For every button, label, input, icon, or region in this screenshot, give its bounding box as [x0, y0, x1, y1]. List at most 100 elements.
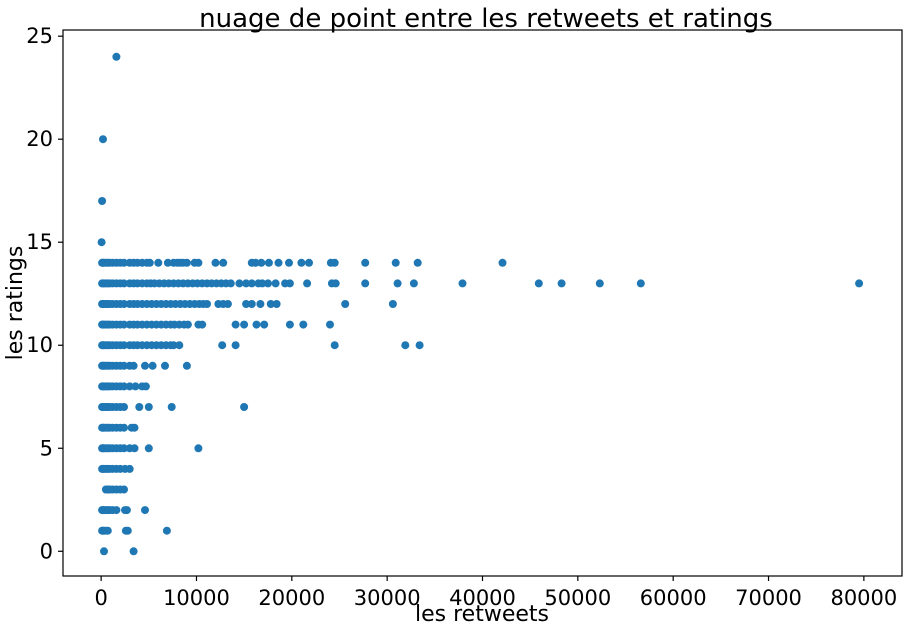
data-point: [247, 279, 256, 288]
data-point: [297, 258, 306, 267]
data-point: [182, 258, 191, 267]
data-point: [125, 464, 134, 473]
data-point: [458, 279, 467, 288]
data-point: [120, 300, 128, 308]
data-point: [247, 300, 256, 308]
data-point: [161, 361, 169, 370]
x-tick-label: 70000: [735, 586, 802, 610]
data-point: [120, 279, 128, 288]
data-point: [169, 341, 178, 350]
data-point: [242, 300, 251, 308]
data-point: [534, 279, 543, 288]
x-axis-label: les retweets: [415, 602, 549, 627]
data-point: [125, 382, 134, 391]
data-point: [361, 279, 370, 288]
data-point: [120, 485, 128, 494]
data-point: [256, 300, 265, 308]
data-point: [219, 258, 228, 267]
data-point: [135, 403, 144, 411]
data-point: [120, 403, 128, 411]
x-tick-label: 60000: [640, 586, 707, 610]
data-point: [258, 279, 267, 288]
data-point: [285, 258, 293, 267]
data-point: [120, 444, 128, 453]
data-points: [97, 52, 864, 556]
data-point: [98, 197, 107, 205]
data-point: [326, 320, 334, 329]
data-point: [148, 361, 157, 370]
data-point: [557, 279, 566, 288]
data-point: [285, 279, 294, 288]
data-point: [203, 300, 211, 308]
y-tick-label: 10: [26, 333, 53, 357]
data-point: [393, 279, 402, 288]
data-point: [636, 279, 645, 288]
data-point: [130, 423, 139, 432]
data-point: [330, 341, 339, 350]
data-point: [595, 279, 604, 288]
data-point: [330, 258, 339, 267]
data-point: [145, 258, 154, 267]
y-tick-label: 5: [40, 436, 53, 460]
data-point: [144, 403, 153, 411]
x-tick-label: 40000: [449, 586, 516, 610]
data-point: [240, 320, 249, 329]
data-point: [120, 423, 128, 432]
data-point: [103, 526, 112, 535]
data-point: [264, 279, 272, 288]
data-point: [242, 279, 251, 288]
data-point: [141, 382, 150, 391]
data-point: [391, 258, 400, 267]
data-point: [120, 382, 128, 391]
x-tick-label: 0: [94, 586, 107, 610]
data-point: [388, 300, 397, 308]
y-tick-label: 25: [26, 24, 53, 48]
data-point: [120, 320, 128, 329]
data-point: [194, 444, 203, 453]
data-point: [415, 341, 424, 350]
data-point: [271, 279, 280, 288]
data-point: [240, 403, 249, 411]
data-point: [129, 361, 138, 370]
data-point: [231, 341, 240, 350]
data-point: [131, 382, 140, 391]
data-point: [303, 279, 312, 288]
x-tick-label: 20000: [258, 586, 325, 610]
data-point: [183, 320, 192, 329]
data-point: [112, 52, 121, 61]
data-point: [409, 279, 418, 288]
data-point: [182, 361, 191, 370]
data-point: [99, 135, 107, 144]
data-point: [120, 258, 128, 267]
data-point: [331, 279, 340, 288]
data-point: [223, 300, 232, 308]
y-axis-label: les ratings: [3, 246, 28, 361]
data-point: [251, 258, 260, 267]
data-point: [272, 300, 281, 308]
data-point: [218, 341, 227, 350]
data-point: [260, 320, 269, 329]
data-point: [167, 403, 176, 411]
data-point: [266, 300, 275, 308]
data-point: [175, 341, 184, 350]
data-point: [154, 258, 163, 267]
x-tick-label: 30000: [354, 586, 421, 610]
y-tick-label: 0: [40, 539, 53, 563]
data-point: [341, 300, 350, 308]
data-point: [252, 320, 261, 329]
data-point: [141, 506, 149, 515]
data-point: [305, 258, 313, 267]
data-point: [257, 258, 266, 267]
data-point: [141, 361, 149, 370]
data-point: [120, 361, 128, 370]
data-point: [120, 341, 128, 350]
x-tick-label: 80000: [830, 586, 897, 610]
data-point: [194, 258, 203, 267]
y-tick-label: 15: [26, 230, 53, 254]
data-point: [163, 258, 172, 267]
data-point: [226, 279, 235, 288]
data-point: [122, 506, 131, 515]
data-point: [97, 238, 106, 247]
data-point: [198, 320, 207, 329]
